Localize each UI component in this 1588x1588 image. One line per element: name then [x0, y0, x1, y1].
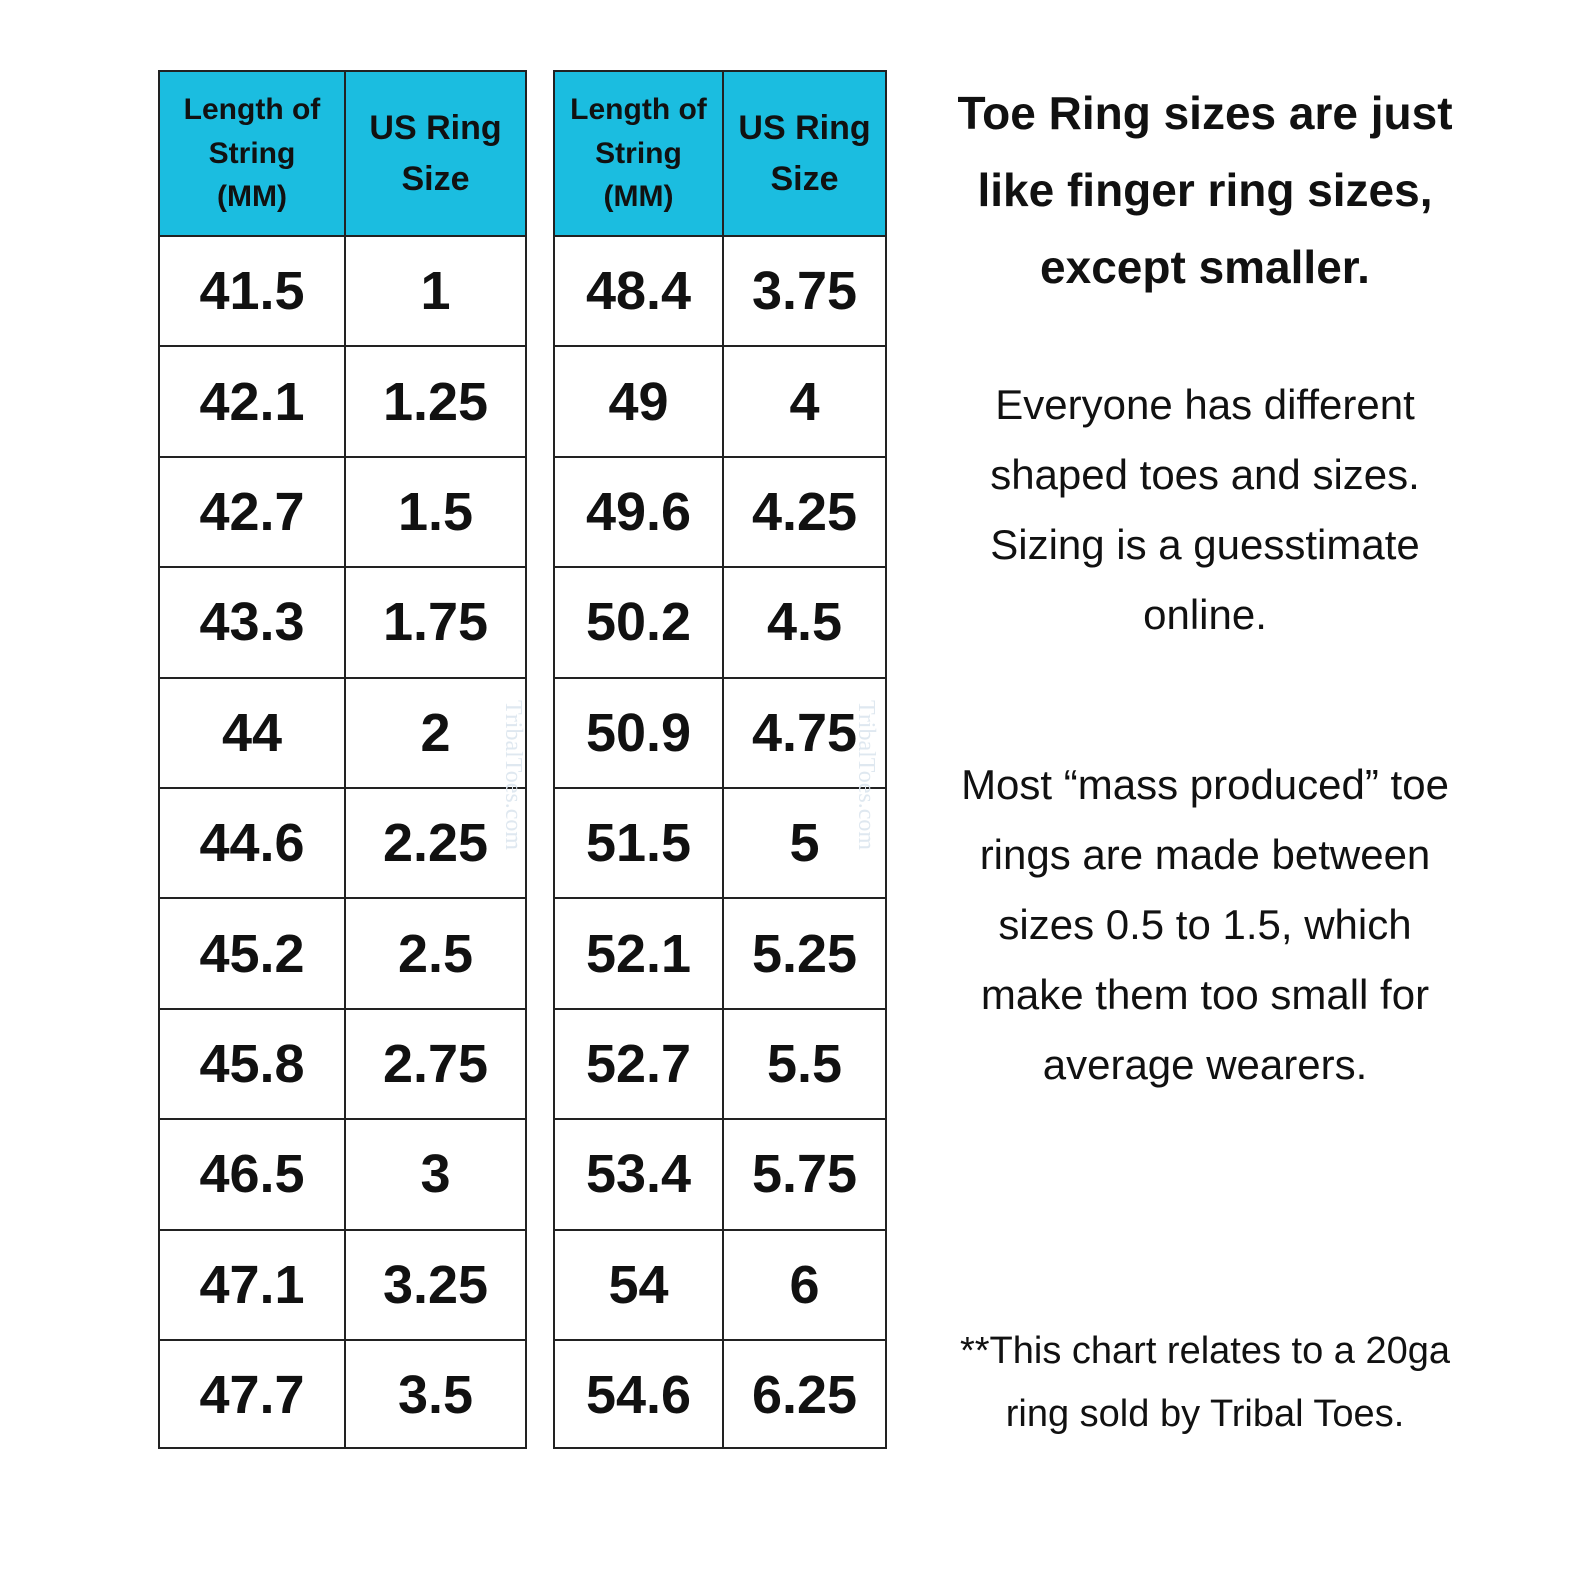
note-line: Toe Ring sizes are just: [957, 87, 1453, 139]
note-line: Most “mass produced” toe: [961, 761, 1449, 808]
note-paragraph: **This chart relates to a 20ga ring sold …: [920, 1320, 1490, 1446]
watermark: TribalToes.com: [500, 700, 526, 851]
table-cell: 2: [344, 676, 525, 787]
table-cell: 43.3: [160, 566, 344, 676]
header-line: String: [595, 136, 682, 170]
header-line: Size: [770, 159, 839, 198]
table-cell: 5.5: [722, 1007, 885, 1119]
table-cell: 52.7: [555, 1007, 722, 1118]
table-cell: 4.5: [722, 566, 885, 677]
note-line: like finger ring sizes,: [977, 164, 1433, 216]
note-line: sizes 0.5 to 1.5, which: [998, 901, 1412, 948]
size-table: Length of String (MM) US Ring Size 48.4 3.75 49…: [553, 70, 887, 1450]
note-line: online.: [1143, 591, 1267, 638]
table-cell: 6.25: [722, 1339, 885, 1450]
watermark: TribalToes.com: [853, 700, 879, 851]
note-line: except smaller.: [1040, 241, 1370, 293]
table-cell: 1.75: [344, 566, 525, 677]
note-paragraph: Toe Ring sizes are just like finger ring …: [920, 75, 1490, 306]
table-cell: 45.8: [160, 1007, 344, 1118]
table-cell: 5.75: [722, 1118, 885, 1229]
table-cell: 44.6: [160, 787, 344, 897]
table-cell: 52.1: [555, 897, 722, 1007]
header-line: Size: [401, 159, 470, 198]
header-cell: US Ring Size: [344, 72, 525, 235]
table-cell: 49: [555, 345, 722, 455]
table-cell: 46.5: [160, 1118, 344, 1228]
note-line: **This chart relates to a 20ga: [959, 1330, 1451, 1372]
header-line: Length of: [570, 93, 707, 127]
table-cell: 1.5: [344, 455, 525, 567]
table-cell: 5: [722, 787, 885, 898]
note-line: make them too small for: [980, 971, 1430, 1018]
table-cell: 54.6: [555, 1339, 722, 1449]
table-cell: 50.9: [555, 676, 722, 787]
table-cell: 4.25: [722, 455, 885, 567]
table-cell: 53.4: [555, 1118, 722, 1228]
table-cell: 1: [344, 235, 525, 346]
table-cell: 1.25: [344, 345, 525, 456]
header-cell: Length of String (MM): [160, 72, 344, 235]
table-cell: 42.7: [160, 455, 344, 566]
table-cell: 44: [160, 676, 344, 787]
header-line: (MM): [217, 180, 287, 214]
table-cell: 5.25: [722, 897, 885, 1008]
table-cell: 48.4: [555, 235, 722, 345]
header-cell: US Ring Size: [722, 72, 885, 235]
table-cell: 47.7: [160, 1339, 344, 1449]
note-line: Sizing is a guesstimate: [990, 521, 1420, 568]
table-cell: 3.25: [344, 1228, 525, 1339]
table-cell: 3.75: [722, 235, 885, 346]
header-line: US Ring: [738, 108, 871, 147]
header-line: US Ring: [369, 108, 502, 147]
size-table: Length of String (MM) US Ring Size 41.5 1 42.1 1…: [158, 70, 527, 1450]
note-line: ring sold by Tribal Toes.: [1005, 1393, 1405, 1435]
note-line: Everyone has different: [995, 381, 1415, 428]
table-cell: 3.5: [344, 1339, 525, 1450]
header-line: Length of: [183, 93, 321, 127]
table-cell: 50.2: [555, 566, 722, 676]
table-cell: 42.1: [160, 345, 344, 455]
table-cell: 4: [722, 345, 885, 456]
table-cell: 2.75: [344, 1007, 525, 1119]
note-line: average wearers.: [1042, 1041, 1368, 1088]
header-cell: Length of String (MM): [555, 72, 722, 235]
table-cell: 2.25: [344, 787, 525, 898]
table-cell: 41.5: [160, 235, 344, 345]
header-line: (MM): [603, 180, 674, 214]
table-cell: 2.5: [344, 897, 525, 1008]
table-cell: 49.6: [555, 455, 722, 566]
table-cell: 54: [555, 1228, 722, 1339]
header-line: String: [208, 136, 296, 170]
table-cell: 45.2: [160, 897, 344, 1007]
table-cell: 4.75: [722, 676, 885, 787]
table-cell: 3: [344, 1118, 525, 1229]
note-paragraph: Everyone has different shaped toes and si…: [920, 370, 1490, 650]
table-cell: 51.5: [555, 787, 722, 897]
note-line: shaped toes and sizes.: [990, 451, 1420, 498]
table-cell: 6: [722, 1228, 885, 1339]
note-paragraph: Most “mass produced” toe rings are made b…: [920, 750, 1490, 1100]
note-line: rings are made between: [979, 831, 1431, 878]
table-cell: 47.1: [160, 1228, 344, 1339]
